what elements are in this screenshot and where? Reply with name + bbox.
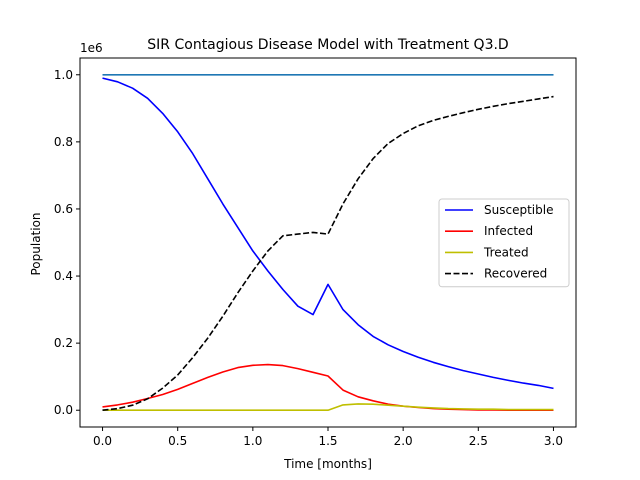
x-axis-ticks: 0.0 0.5 1.0 1.5 2.0 2.5 3.0 (93, 427, 563, 448)
chart-title: SIR Contagious Disease Model with Treatm… (147, 37, 508, 53)
x-tick-label: 1.5 (318, 434, 337, 448)
y-axis-label: Population (29, 212, 43, 275)
y-tick-label: 0.6 (54, 202, 73, 216)
x-tick-label: 2.0 (394, 434, 413, 448)
y-tick-label: 0.4 (54, 269, 73, 283)
legend-box (438, 198, 570, 288)
legend-label-recovered: Recovered (484, 267, 547, 281)
y-axis-offset-label: 1e6 (80, 41, 103, 55)
x-tick-label: 0.0 (93, 434, 112, 448)
series-line-recovered (102, 95, 554, 411)
y-tick-label: 1.0 (54, 68, 73, 82)
x-tick-label: 3.0 (544, 434, 563, 448)
legend-label-susceptible: Susceptible (484, 203, 553, 217)
legend: Susceptible Infected Treated Recovered (438, 198, 570, 288)
series-layer (102, 74, 554, 412)
legend-label-treated: Treated (483, 245, 529, 259)
x-tick-label: 0.5 (168, 434, 187, 448)
x-tick-label: 2.5 (469, 434, 488, 448)
series-line-treated (102, 403, 554, 412)
x-axis-label: Time [months] (283, 457, 372, 471)
y-tick-label: 0.2 (54, 336, 73, 350)
x-tick-label: 1.0 (243, 434, 262, 448)
legend-label-infected: Infected (484, 224, 533, 238)
y-axis-ticks: 0.0 0.2 0.4 0.6 0.8 1.0 (54, 68, 80, 417)
y-tick-label: 0.8 (54, 135, 73, 149)
series-line-susceptible (102, 77, 554, 390)
y-tick-label: 0.0 (54, 403, 73, 417)
